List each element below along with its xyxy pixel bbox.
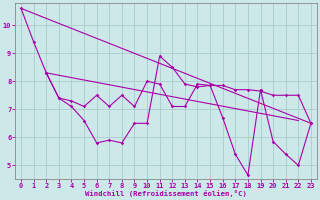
X-axis label: Windchill (Refroidissement éolien,°C): Windchill (Refroidissement éolien,°C) [85,190,247,197]
